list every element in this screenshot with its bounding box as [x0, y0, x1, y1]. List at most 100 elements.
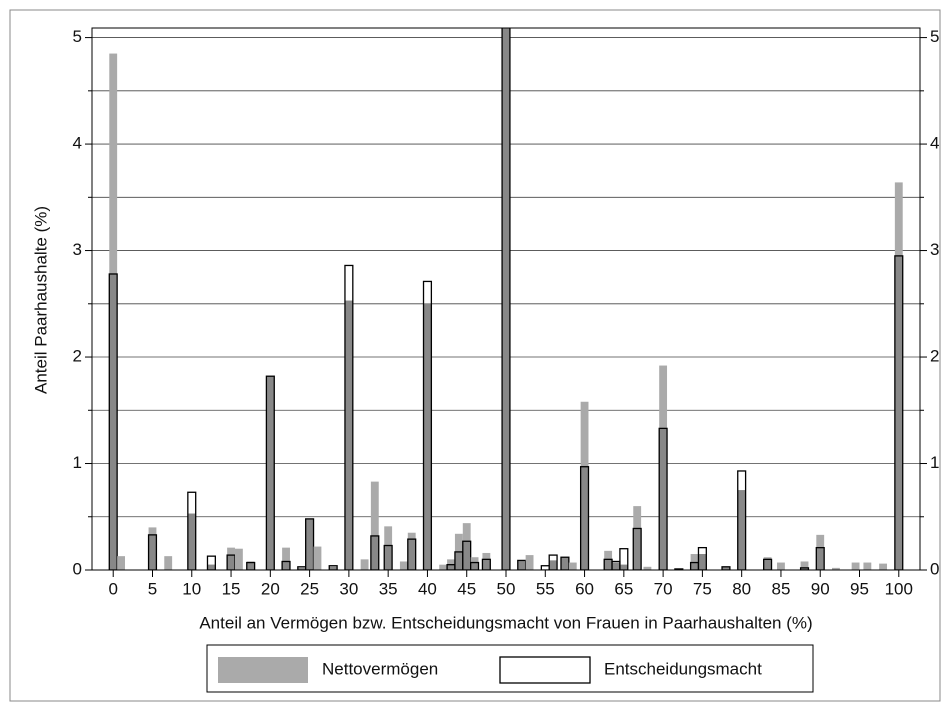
- bar: [800, 561, 809, 570]
- x-tick-label: 35: [379, 579, 398, 598]
- bar: [383, 544, 393, 570]
- y-axis-label: Anteil Paarhaushalte (%): [31, 206, 50, 394]
- x-tick-label: 20: [261, 579, 280, 598]
- x-tick-label: 70: [654, 579, 673, 598]
- x-tick-label: 100: [885, 579, 913, 598]
- x-tick-label: 75: [693, 579, 712, 598]
- y2-tick-label: 3: [930, 240, 939, 259]
- bar: [370, 535, 380, 570]
- y2-tick-label: 2: [930, 347, 939, 366]
- bar: [108, 273, 118, 570]
- bar-overlap: [109, 273, 118, 570]
- x-axis-label: Anteil an Vermögen bzw. Entscheidungsmac…: [199, 613, 812, 632]
- bar-overlap: [894, 255, 903, 570]
- y-tick-label: 5: [73, 27, 82, 46]
- bar-overlap: [384, 545, 393, 570]
- x-tick-label: 60: [575, 579, 594, 598]
- y-tick-label: 2: [73, 347, 82, 366]
- bar-overlap: [763, 559, 772, 570]
- x-tick-label: 5: [148, 579, 157, 598]
- bar: [799, 567, 810, 570]
- bar: [234, 548, 243, 570]
- plot-frame: [91, 27, 921, 571]
- bar: [164, 556, 173, 570]
- x-tick-label: 90: [811, 579, 830, 598]
- bar-overlap: [619, 564, 628, 570]
- bar: [422, 280, 433, 570]
- bar: [832, 567, 840, 570]
- bar-overlap: [282, 561, 290, 570]
- bar-overlap: [187, 513, 196, 570]
- bar: [568, 562, 577, 570]
- bar: [763, 558, 773, 570]
- bar: [462, 540, 472, 570]
- bar-overlap: [560, 557, 569, 570]
- bar: [548, 554, 558, 570]
- bar-overlap: [800, 567, 809, 570]
- x-tick-label: 65: [614, 579, 633, 598]
- bar: [619, 548, 629, 570]
- legend-swatch: [499, 656, 591, 684]
- bar-overlap: [462, 541, 471, 570]
- bar: [674, 568, 684, 570]
- bar-overlap: [633, 528, 642, 570]
- bar-overlap: [329, 566, 338, 570]
- y2-tick-label: 5: [930, 27, 939, 46]
- x-tick-label: 0: [108, 579, 117, 598]
- y-tick-label: 4: [73, 134, 82, 153]
- outer-frame: [9, 9, 941, 702]
- legend-swatch: [218, 657, 308, 683]
- bar: [777, 562, 785, 570]
- x-tick-label: 30: [339, 579, 358, 598]
- bar: [313, 546, 322, 570]
- y-tick-label: 1: [73, 453, 82, 472]
- bar-overlap: [344, 300, 353, 570]
- bar-overlap: [305, 518, 314, 570]
- bar-overlap: [690, 562, 699, 570]
- bar: [643, 566, 652, 570]
- bar-overlap: [370, 535, 379, 570]
- bar: [863, 562, 872, 570]
- bar-overlap: [470, 562, 479, 570]
- bar: [117, 556, 125, 570]
- bar-overlap: [580, 466, 589, 570]
- bar: [147, 534, 158, 570]
- bar-overlap: [207, 564, 216, 570]
- bars: [108, 28, 904, 570]
- bar-overlap: [816, 547, 825, 570]
- bar: [344, 264, 354, 570]
- x-tick-label: 85: [771, 579, 790, 598]
- bar-overlap: [407, 539, 416, 570]
- bar: [879, 563, 888, 570]
- x-tick-label: 45: [457, 579, 476, 598]
- bar: [282, 547, 290, 570]
- bar-overlap: [148, 534, 157, 570]
- y-tick-label: 0: [73, 559, 82, 578]
- x-tick-label: 55: [536, 579, 555, 598]
- legend-label: Nettovermögen: [322, 659, 438, 678]
- bar-overlap: [246, 562, 255, 570]
- x-tick-label: 95: [850, 579, 869, 598]
- y-tick-label: 3: [73, 240, 82, 259]
- x-tick-label: 10: [182, 579, 201, 598]
- bar-overlap: [517, 560, 526, 570]
- x-tick-label: 40: [418, 579, 437, 598]
- bar-overlap: [612, 562, 620, 570]
- bar: [851, 562, 860, 570]
- bar-overlap: [604, 559, 613, 570]
- bar: [540, 565, 550, 570]
- y2-tick-label: 4: [930, 134, 939, 153]
- bar: [370, 481, 379, 570]
- x-tick-label: 25: [300, 579, 319, 598]
- bar: [439, 564, 448, 570]
- bar-overlap: [266, 376, 275, 570]
- bar: [407, 538, 417, 570]
- bar-overlap: [698, 554, 707, 570]
- bar-overlap: [659, 428, 668, 570]
- bar: [525, 555, 534, 570]
- bar: [894, 255, 904, 570]
- bar: [399, 561, 408, 570]
- bar-overlap: [722, 566, 730, 570]
- bar-overlap: [549, 560, 558, 570]
- bar-overlap: [482, 559, 491, 570]
